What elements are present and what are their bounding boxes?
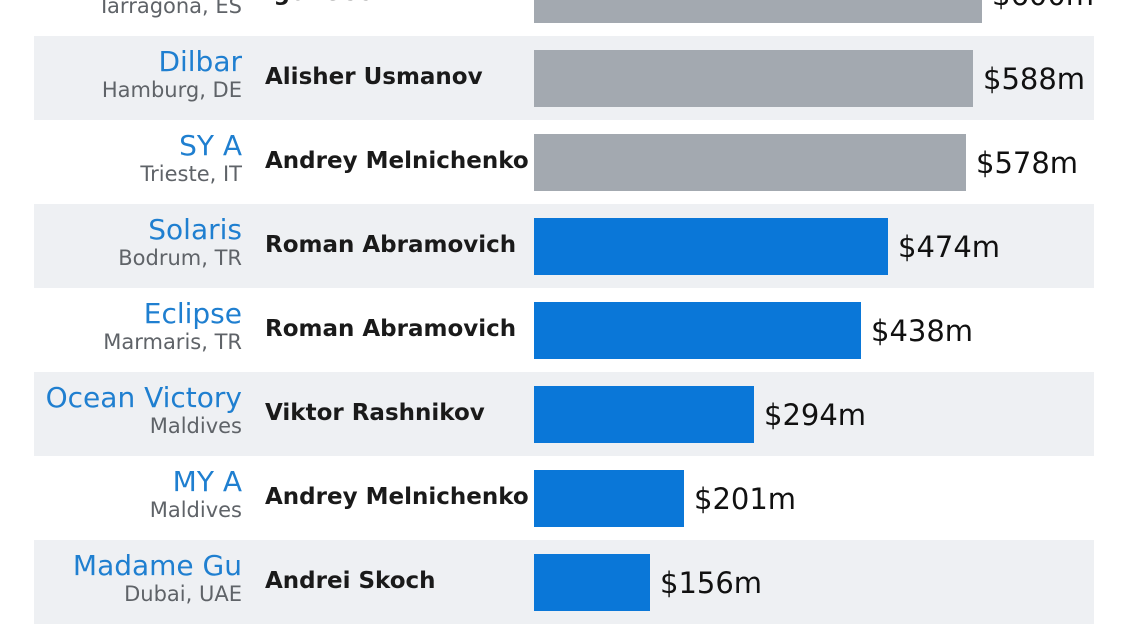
yacht-location: Maldives	[149, 498, 242, 522]
yacht-name: MY A	[172, 465, 242, 498]
value-label: $294m	[764, 398, 867, 432]
owner-name: Alisher Usmanov	[265, 64, 483, 90]
value-bar	[534, 470, 684, 527]
yacht-location: Hamburg, DE	[101, 78, 242, 102]
yacht-name: Dilbar	[158, 45, 242, 78]
yacht-name: Eclipse	[143, 297, 242, 330]
value-label: $156m	[660, 566, 763, 600]
value-label: $201m	[694, 482, 797, 516]
owner-name: Andrei Skoch	[265, 568, 436, 594]
value-label: $600m	[992, 0, 1094, 12]
yacht-name: Ocean Victory	[45, 381, 242, 414]
owner-name: Roman Abramovich	[265, 232, 517, 258]
value-bar	[534, 50, 973, 107]
value-label: $588m	[983, 62, 1086, 96]
value-bar	[534, 218, 888, 275]
value-bar	[534, 302, 861, 359]
yacht-location: Marmaris, TR	[103, 330, 242, 354]
value-label: $578m	[976, 146, 1079, 180]
yacht-location: Trieste, IT	[140, 162, 242, 186]
yacht-value-chart: Tarragona, ES Igor Sechin $600m DilbarHambu…	[34, 0, 1094, 624]
owner-name: Andrey Melnichenko	[265, 484, 529, 510]
value-bar	[534, 134, 966, 191]
value-label: $438m	[871, 314, 974, 348]
yacht-location: Bodrum, TR	[118, 246, 242, 270]
owner-name: Andrey Melnichenko	[265, 148, 529, 174]
yacht-name: SY A	[179, 129, 242, 162]
value-label: $474m	[898, 230, 1001, 264]
yacht-location: Dubai, UAE	[124, 582, 242, 606]
owner-name: Igor Sechin	[265, 0, 412, 7]
yacht-location: Tarragona, ES	[97, 0, 242, 18]
yacht-name: Madame Gu	[72, 549, 242, 582]
value-bar	[534, 554, 650, 611]
yacht-location: Maldives	[149, 414, 242, 438]
owner-name: Viktor Rashnikov	[265, 400, 485, 426]
owner-name: Roman Abramovich	[265, 316, 517, 342]
yacht-name: Solaris	[148, 213, 242, 246]
value-bar	[534, 386, 754, 443]
value-bar	[534, 0, 982, 23]
